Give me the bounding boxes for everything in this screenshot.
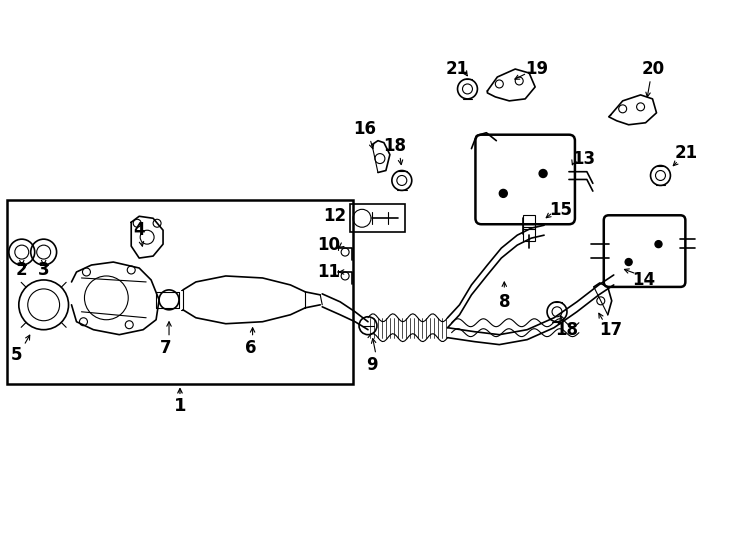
Text: 5: 5 [11,346,23,363]
Circle shape [539,170,547,178]
Text: 14: 14 [632,271,655,289]
Circle shape [655,241,662,248]
Text: 2: 2 [16,261,28,279]
Text: 19: 19 [526,60,549,78]
Text: 15: 15 [550,201,573,219]
Bar [523,215,535,229]
Text: 18: 18 [383,137,407,154]
Text: 16: 16 [354,120,377,138]
Text: 1: 1 [174,397,186,415]
Text: 9: 9 [366,355,378,374]
Text: 17: 17 [599,321,622,339]
Text: 21: 21 [675,144,698,161]
Bar [7,200,353,384]
Bar [523,227,535,241]
Text: 12: 12 [324,207,346,225]
Bar [350,204,405,232]
Text: 20: 20 [642,60,665,78]
Circle shape [625,259,632,266]
Text: 21: 21 [446,60,469,78]
Text: 6: 6 [245,339,256,356]
Text: 11: 11 [316,263,340,281]
Text: 3: 3 [38,261,49,279]
Circle shape [499,190,507,198]
Text: 10: 10 [316,236,340,254]
Text: 7: 7 [160,339,172,356]
Text: 13: 13 [573,150,595,167]
Text: 18: 18 [556,321,578,339]
Text: 4: 4 [134,221,145,239]
Text: 8: 8 [498,293,510,311]
